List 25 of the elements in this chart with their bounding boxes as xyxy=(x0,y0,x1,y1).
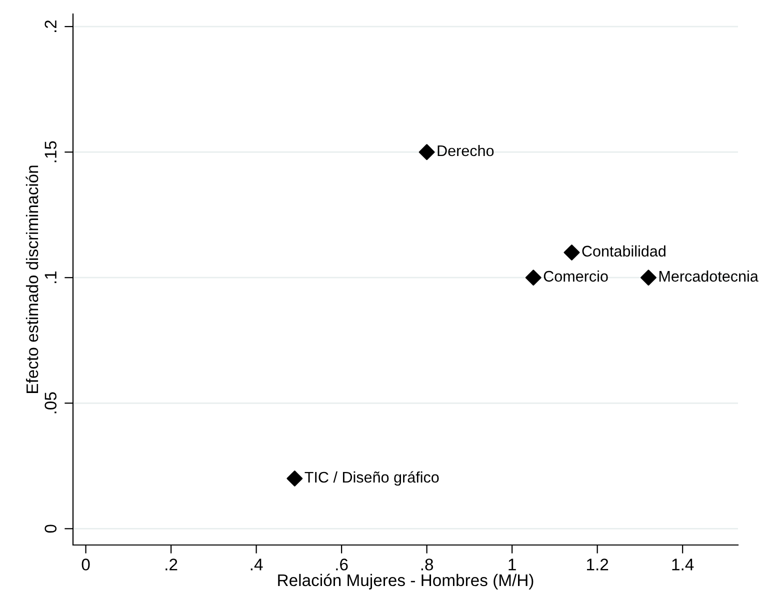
point xyxy=(286,470,303,486)
x-tick-label: 1.4 xyxy=(672,558,694,570)
x-tick-label: 1 xyxy=(508,558,516,570)
annotation: Comercio xyxy=(544,270,608,282)
y-tick-label: .1 xyxy=(44,271,56,284)
annotation: Contabilidad xyxy=(582,245,666,257)
x-tick-label: .8 xyxy=(421,558,434,570)
point xyxy=(564,244,580,260)
y-tick-label: .2 xyxy=(44,20,56,32)
y-axis-title: Efecto estimado discriminación xyxy=(26,166,38,393)
point xyxy=(640,270,656,286)
annotation: Mercadotecnia xyxy=(659,270,758,282)
y-tick-label: .15 xyxy=(44,141,57,162)
annotation: TIC / Diseño gráfico xyxy=(304,471,439,486)
x-tick-label: 0 xyxy=(82,558,90,570)
x-tick-label: .2 xyxy=(166,558,178,570)
point xyxy=(525,270,542,286)
x-tick-label: 1.2 xyxy=(587,558,608,570)
x-tick-label: .6 xyxy=(336,558,348,570)
x-tick-label: .4 xyxy=(250,558,263,570)
y-tick-label: .05 xyxy=(44,392,57,414)
annotation: Derecho xyxy=(438,144,494,156)
point xyxy=(418,144,435,160)
x-axis-title: Relación Mujeres - Hombres (M/H) xyxy=(278,574,534,590)
y-tick-label: 0 xyxy=(44,524,57,533)
